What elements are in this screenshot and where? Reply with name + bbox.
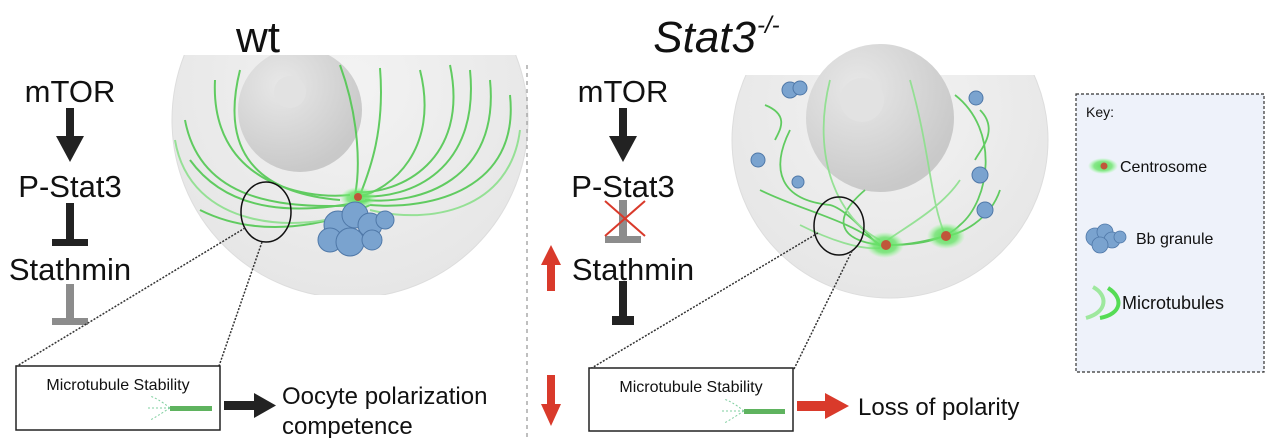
ko-box-label: Microtubule Stability: [619, 379, 762, 396]
wt-oocyte-illustration: [171, 55, 529, 295]
red-down-arrow-icon: [541, 375, 561, 426]
ko-microtubule-icon: [722, 398, 785, 424]
red-x-icon: [604, 200, 646, 237]
ko-stathmin-label: Stathmin: [572, 252, 694, 287]
wt-activation-arrow: [56, 108, 84, 162]
centrosome-icon: [1088, 158, 1118, 174]
ko-pstat3-label: P-Stat3: [571, 169, 674, 204]
wt-title: wt: [235, 13, 280, 62]
ko-title-superscript: -/-: [757, 12, 780, 39]
ko-title: Stat3: [653, 13, 756, 62]
ko-microtubule-stability-box: [588, 367, 794, 432]
key-item-bb-granule: Bb granule: [1136, 231, 1213, 248]
wt-weak-inhibition-bar: [52, 284, 88, 325]
ko-oocyte-illustration: [731, 44, 1049, 299]
key-legend: Key: Centrosome Bb granule Microtubules: [1075, 93, 1265, 373]
ko-zoom-circle: [813, 196, 865, 256]
microtubules-icon: [1085, 285, 1121, 320]
red-up-arrow-icon: [541, 245, 561, 291]
wt-microtubule-icon: [148, 395, 212, 421]
wt-zoom-circle: [240, 181, 292, 243]
key-item-microtubules: Microtubules: [1122, 293, 1224, 313]
key-title: Key:: [1086, 104, 1114, 120]
key-item-centrosome: Centrosome: [1120, 159, 1207, 176]
wt-microtubule-stability-box: [15, 365, 221, 431]
ko-activation-arrow: [609, 108, 637, 162]
wt-box-label: Microtubule Stability: [46, 377, 189, 394]
ko-outcome: Loss of polarity: [858, 394, 1019, 421]
wt-outcome-arrow: [224, 393, 276, 418]
ko-strong-inhibition-bar: [612, 281, 634, 325]
wt-outcome-line1: Oocyte polarization: [282, 383, 487, 410]
wt-stathmin-label: Stathmin: [9, 252, 131, 287]
ko-mtor-label: mTOR: [578, 74, 669, 109]
wt-pstat3-label: P-Stat3: [18, 169, 121, 204]
ko-outcome-arrow: [797, 393, 849, 419]
wt-mtor-label: mTOR: [25, 74, 116, 109]
bb-granule-icon: [1085, 223, 1127, 254]
wt-inhibition-bar: [52, 203, 88, 246]
wt-outcome-line2: competence: [282, 413, 413, 438]
